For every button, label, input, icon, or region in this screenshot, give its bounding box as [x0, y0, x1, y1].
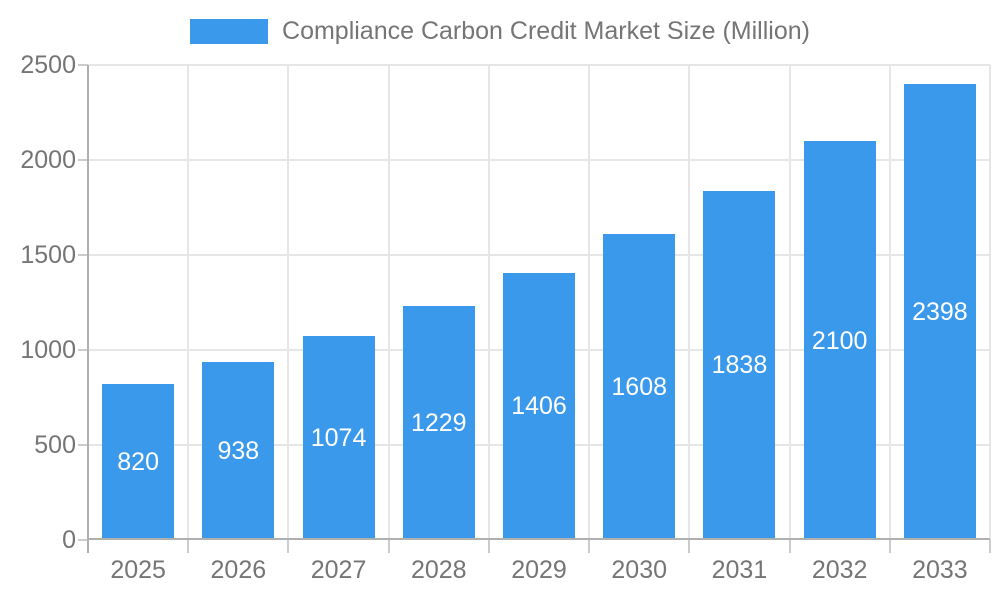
bar-value-label: 938: [217, 436, 260, 465]
gridline-vertical: [487, 65, 490, 540]
x-axis-baseline: [88, 538, 990, 540]
bar-2027[interactable]: [302, 335, 375, 540]
x-axis-category-label: 2028: [410, 556, 467, 584]
gridline-vertical: [588, 65, 591, 540]
legend-label: Compliance Carbon Credit Market Size (Mi…: [282, 16, 810, 45]
gridline-vertical: [287, 65, 290, 540]
y-axis-tick: [78, 254, 88, 256]
bar-2026[interactable]: [202, 361, 275, 540]
x-axis-category-label: 2029: [511, 556, 567, 584]
x-axis-tick: [187, 540, 190, 553]
y-axis-tick-label: 0: [62, 526, 76, 554]
gridline-horizontal: [88, 64, 990, 66]
bar-value-label: 2100: [811, 326, 868, 355]
y-axis-tick: [78, 444, 88, 446]
bar-2033[interactable]: [903, 84, 976, 540]
bar-2030[interactable]: [603, 234, 676, 540]
y-axis-tick-label: 2500: [20, 51, 76, 79]
x-axis-tick: [588, 540, 591, 553]
y-axis-tick: [78, 349, 88, 351]
x-axis-tick: [989, 540, 991, 553]
gridline-vertical: [688, 65, 691, 540]
y-axis-line: [87, 65, 89, 553]
chart-legend: Compliance Carbon Credit Market Size (Mi…: [0, 16, 1000, 46]
x-axis-category-label: 2025: [110, 556, 166, 584]
gridline-vertical: [989, 65, 991, 540]
bar-2029[interactable]: [503, 272, 575, 540]
legend-swatch-icon: [190, 18, 269, 44]
x-axis-category-label: 2033: [912, 556, 968, 584]
x-axis-tick: [788, 540, 791, 553]
bar-value-label: 1838: [711, 351, 768, 380]
bar-value-label: 1608: [611, 373, 668, 402]
x-axis-category-label: 2031: [711, 556, 768, 584]
x-axis-category-label: 2026: [210, 556, 267, 584]
bar-value-label: 820: [117, 448, 159, 477]
y-axis-tick: [78, 64, 88, 66]
y-axis-tick-label: 500: [34, 431, 76, 459]
y-axis-tick-label: 1000: [20, 336, 76, 364]
gridline-vertical: [387, 65, 390, 540]
bar-2025[interactable]: [102, 384, 175, 540]
bar-value-label: 1406: [511, 392, 567, 421]
gridline-vertical: [888, 65, 891, 540]
y-axis-tick: [78, 539, 88, 541]
gridline-horizontal: [88, 254, 990, 256]
x-axis-tick: [287, 540, 290, 553]
plot-area: 0 500 1000 1500 2000 2500 820 2025 938 2026 1074 20…: [20, 52, 991, 584]
bar-2028[interactable]: [402, 306, 475, 540]
x-axis-category-label: 2030: [611, 556, 668, 584]
bar-2032[interactable]: [803, 141, 876, 540]
gridline-vertical: [187, 65, 190, 540]
y-axis-tick-label: 2000: [20, 146, 76, 174]
x-axis-tick: [888, 540, 891, 553]
gridline-vertical: [788, 65, 791, 540]
gridline-horizontal: [88, 159, 990, 161]
x-axis-category-label: 2027: [310, 556, 367, 584]
y-axis-tick-label: 1500: [20, 241, 76, 269]
x-axis-category-label: 2032: [811, 556, 868, 584]
x-axis-tick: [387, 540, 390, 553]
y-axis-tick: [78, 159, 88, 161]
x-axis-tick: [688, 540, 691, 553]
bar-value-label: 1229: [410, 409, 467, 438]
legend-item[interactable]: Compliance Carbon Credit Market Size (Mi…: [190, 17, 810, 46]
bar-value-label: 1074: [310, 423, 367, 452]
bar-2031[interactable]: [703, 190, 776, 540]
bar-value-label: 2398: [912, 298, 968, 327]
x-axis-tick: [487, 540, 490, 553]
